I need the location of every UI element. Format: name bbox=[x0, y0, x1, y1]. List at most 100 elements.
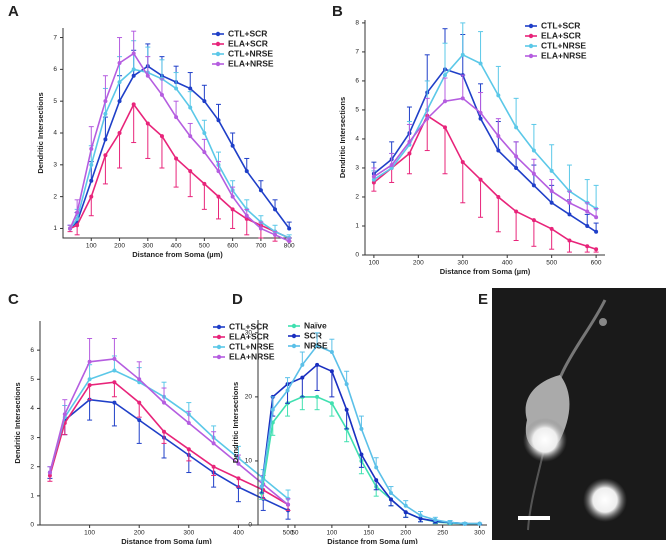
x-tick-label: 500 bbox=[546, 260, 557, 267]
series-line bbox=[49, 398, 289, 512]
y-tick-label: 1 bbox=[355, 223, 359, 230]
point bbox=[89, 162, 94, 167]
series-line bbox=[260, 344, 480, 525]
y-tick-label: 5 bbox=[30, 376, 34, 383]
y-tick-label: 4 bbox=[53, 130, 57, 137]
legend-label: CTL+SCR bbox=[228, 28, 267, 38]
x-tick-label: 500 bbox=[199, 243, 210, 250]
x-tick-label: 300 bbox=[183, 530, 194, 537]
legend-marker bbox=[215, 41, 221, 47]
series-line bbox=[260, 396, 480, 525]
point bbox=[216, 118, 221, 123]
axes bbox=[257, 320, 487, 526]
point bbox=[75, 216, 80, 221]
point bbox=[270, 407, 275, 412]
panel-label: C bbox=[8, 291, 19, 308]
y-tick-label: 5 bbox=[53, 98, 57, 105]
legend-marker bbox=[215, 61, 221, 67]
point bbox=[359, 452, 364, 457]
series-line bbox=[260, 363, 480, 525]
point bbox=[174, 115, 179, 120]
y-tick-label: 3 bbox=[30, 434, 34, 441]
point bbox=[216, 194, 221, 199]
legend-marker bbox=[528, 53, 534, 59]
panel-label: D bbox=[232, 291, 243, 308]
panel-label: E bbox=[478, 291, 488, 308]
point bbox=[75, 210, 80, 215]
x-tick-label: 200 bbox=[413, 260, 424, 267]
point bbox=[112, 400, 117, 405]
point bbox=[137, 418, 142, 423]
point bbox=[418, 513, 423, 518]
micrograph: E bbox=[478, 288, 666, 540]
point bbox=[407, 151, 412, 156]
legend-marker bbox=[528, 33, 534, 39]
y-tick-label: 4 bbox=[355, 136, 359, 143]
point bbox=[131, 73, 136, 78]
panel-label: A bbox=[8, 3, 19, 20]
point bbox=[87, 359, 92, 364]
y-tick-label: 7 bbox=[355, 49, 359, 56]
point bbox=[531, 171, 536, 176]
x-tick-label: 200 bbox=[400, 530, 411, 537]
point bbox=[496, 148, 501, 153]
legend-marker bbox=[216, 334, 222, 340]
point bbox=[374, 465, 379, 470]
point bbox=[496, 194, 501, 199]
y-tick-label: 6 bbox=[30, 347, 34, 354]
point bbox=[159, 92, 164, 97]
point bbox=[244, 216, 249, 221]
legend-marker bbox=[528, 23, 534, 29]
point bbox=[371, 177, 376, 182]
point bbox=[216, 169, 221, 174]
legend-label: Naïve bbox=[304, 320, 327, 330]
legend-label: CTL+NRSE bbox=[229, 341, 274, 351]
point bbox=[137, 400, 142, 405]
point bbox=[549, 168, 554, 173]
point bbox=[145, 121, 150, 126]
x-tick-label: 600 bbox=[227, 243, 238, 250]
legend-marker bbox=[291, 333, 297, 339]
point bbox=[244, 169, 249, 174]
point bbox=[286, 502, 291, 507]
point bbox=[344, 407, 349, 412]
point bbox=[131, 102, 136, 107]
point bbox=[403, 503, 408, 508]
point bbox=[549, 200, 554, 205]
y-tick-label: 5 bbox=[355, 107, 359, 114]
point bbox=[329, 369, 334, 374]
point bbox=[230, 207, 235, 212]
point bbox=[89, 178, 94, 183]
legend-label: CTL+NRSE bbox=[228, 48, 273, 58]
x-tick-label: 250 bbox=[437, 530, 448, 537]
point bbox=[531, 183, 536, 188]
point bbox=[117, 80, 122, 85]
x-tick-label: 300 bbox=[142, 243, 153, 250]
point bbox=[359, 426, 364, 431]
point bbox=[460, 160, 465, 165]
point bbox=[236, 461, 241, 466]
point bbox=[329, 350, 334, 355]
point bbox=[188, 105, 193, 110]
point bbox=[202, 131, 207, 135]
point bbox=[273, 232, 278, 237]
series-line bbox=[373, 68, 597, 233]
point bbox=[103, 137, 108, 142]
legend-marker bbox=[216, 324, 222, 330]
y-tick-label: 3 bbox=[355, 165, 359, 172]
series-line bbox=[69, 65, 290, 230]
point bbox=[443, 125, 447, 130]
series-line bbox=[49, 358, 289, 506]
y-tick-label: 2 bbox=[355, 194, 359, 201]
x-tick-label: 100 bbox=[326, 530, 337, 537]
legend-marker bbox=[291, 343, 297, 349]
point bbox=[594, 229, 599, 234]
point bbox=[186, 421, 191, 425]
point bbox=[202, 99, 207, 104]
point bbox=[374, 478, 379, 483]
y-tick-label: 10 bbox=[245, 458, 253, 465]
axes bbox=[62, 28, 292, 239]
point bbox=[567, 200, 572, 205]
y-axis-title: Dendritic Intersections bbox=[36, 92, 45, 173]
